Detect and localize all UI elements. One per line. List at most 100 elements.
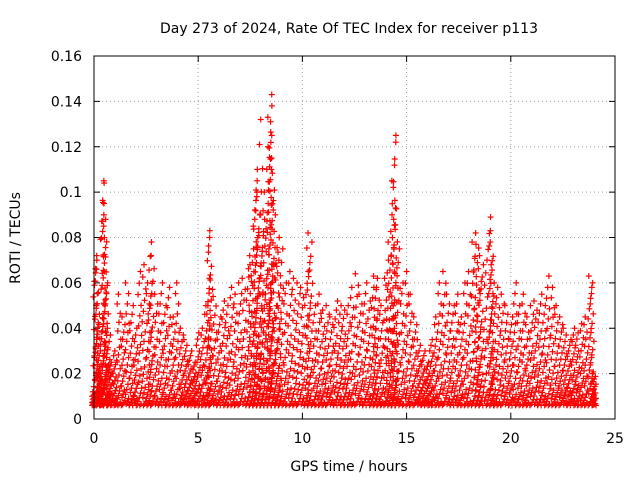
data-point — [117, 310, 124, 317]
data-point — [199, 325, 206, 332]
data-point — [185, 387, 192, 394]
data-point — [194, 374, 201, 381]
data-point — [140, 371, 147, 378]
data-point — [199, 367, 206, 374]
data-point — [116, 388, 123, 395]
data-point — [227, 294, 234, 301]
data-point — [165, 356, 172, 363]
data-point — [234, 383, 241, 390]
data-point — [152, 344, 159, 351]
data-point — [222, 369, 229, 376]
data-point — [148, 239, 155, 246]
data-point — [231, 377, 238, 384]
data-point — [110, 392, 117, 399]
data-point — [100, 274, 107, 281]
data-point — [258, 378, 265, 385]
data-point — [99, 228, 106, 235]
data-point — [240, 335, 247, 342]
data-point — [259, 291, 266, 298]
data-point — [220, 332, 227, 339]
data-series-roti — [89, 91, 599, 409]
x-tick-label: 5 — [194, 431, 203, 447]
data-point — [139, 318, 146, 325]
data-point — [137, 268, 144, 275]
data-point — [148, 388, 155, 395]
data-point — [260, 259, 267, 266]
y-tick-label: 0.06 — [51, 276, 82, 292]
data-point — [160, 350, 167, 357]
data-point — [103, 295, 110, 302]
data-point — [227, 356, 234, 363]
data-point — [223, 343, 230, 350]
data-point — [104, 381, 111, 388]
data-point — [126, 375, 133, 382]
data-point — [207, 386, 214, 393]
data-point — [168, 321, 175, 328]
data-point — [229, 387, 236, 394]
data-point — [205, 249, 212, 256]
data-point — [230, 300, 237, 307]
data-point — [164, 382, 171, 389]
data-point — [105, 388, 112, 395]
data-point — [205, 402, 212, 409]
data-point — [95, 357, 102, 364]
data-point — [173, 320, 180, 327]
data-point — [151, 265, 158, 272]
data-point — [164, 304, 171, 311]
data-point — [147, 253, 154, 260]
data-point — [230, 396, 237, 403]
data-point — [102, 398, 109, 405]
data-point — [152, 319, 159, 326]
data-point — [161, 343, 168, 350]
data-point — [149, 324, 156, 331]
data-point — [160, 369, 167, 376]
data-point — [137, 341, 144, 348]
data-point — [106, 376, 113, 383]
data-point — [249, 367, 256, 374]
data-point — [205, 317, 212, 324]
data-point — [229, 370, 236, 377]
data-point — [130, 362, 137, 369]
data-point — [227, 323, 234, 330]
data-point — [170, 336, 177, 343]
data-point — [143, 375, 150, 382]
data-point — [253, 238, 260, 245]
data-point — [252, 268, 259, 275]
data-point — [262, 396, 269, 403]
data-point — [166, 391, 173, 398]
data-point — [207, 335, 214, 342]
data-point — [220, 361, 227, 368]
data-point — [125, 290, 132, 297]
data-point — [210, 321, 217, 328]
data-point — [182, 367, 189, 374]
data-point — [218, 347, 225, 354]
data-point — [256, 274, 263, 281]
data-point — [230, 358, 237, 365]
data-point — [238, 354, 245, 361]
data-point — [102, 300, 109, 307]
data-point — [169, 382, 176, 389]
data-point — [101, 260, 108, 267]
data-point — [245, 343, 252, 350]
data-point — [115, 351, 122, 358]
data-point — [121, 349, 128, 356]
data-point — [182, 393, 189, 400]
data-point — [92, 343, 99, 350]
data-point — [133, 350, 140, 357]
data-point — [206, 227, 213, 234]
data-point — [233, 388, 240, 395]
data-point — [145, 310, 152, 317]
data-point — [219, 315, 226, 322]
data-point — [158, 354, 165, 361]
data-point — [239, 344, 246, 351]
data-point — [210, 293, 217, 300]
data-point — [236, 338, 243, 345]
data-point — [103, 290, 110, 297]
data-point — [180, 372, 187, 379]
data-point — [173, 391, 180, 398]
data-point — [127, 350, 134, 357]
data-point — [241, 360, 248, 367]
data-point — [259, 370, 266, 377]
data-point — [150, 376, 157, 383]
data-point — [160, 389, 167, 396]
